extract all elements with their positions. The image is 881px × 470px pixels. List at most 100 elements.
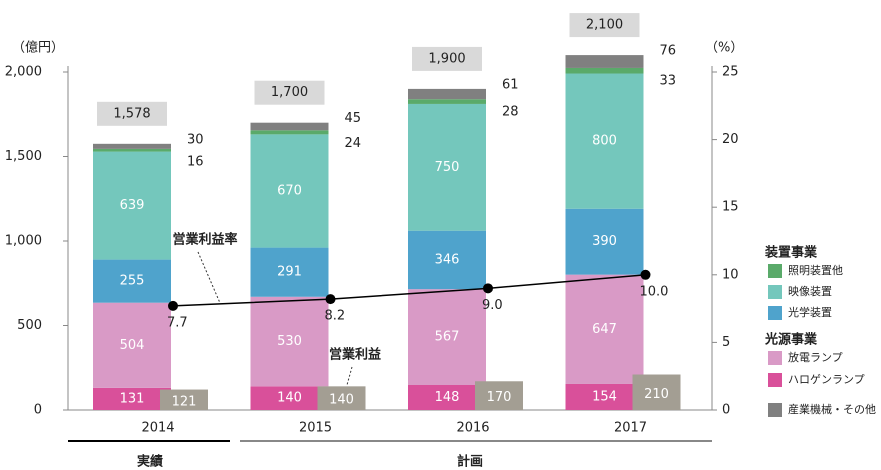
data-label: 24 [345, 136, 362, 151]
total-label: 1,578 [113, 106, 150, 121]
total-box [412, 46, 482, 71]
profit-bar [632, 374, 681, 410]
bar-segment [565, 274, 644, 384]
bar-segment [408, 384, 486, 410]
bar-segment [565, 208, 644, 275]
bar-segment [93, 302, 171, 388]
bar-segment [93, 151, 171, 260]
data-label: 30 [187, 132, 204, 147]
data-label: 800 [592, 134, 617, 149]
bar-segment [565, 67, 644, 74]
y2-tick-label: 10 [722, 267, 739, 282]
total-label: 1,900 [428, 51, 465, 66]
data-label: 7.7 [167, 315, 188, 330]
data-label: 148 [435, 390, 460, 405]
period-label: 計画 [457, 454, 483, 470]
line-point [483, 283, 493, 294]
total-label: 1,700 [271, 85, 308, 100]
y-tick-label: 1,000 [5, 234, 42, 249]
x-tick-label: 2017 [614, 421, 647, 436]
legend-label: 光学装置 [788, 305, 832, 319]
total-box [569, 13, 640, 38]
y-tick-label: 500 [17, 318, 42, 333]
legend-group: 装置事業 [764, 245, 818, 261]
bar-segment [408, 88, 486, 100]
total-box [97, 101, 167, 126]
data-label: 504 [120, 338, 145, 353]
data-label: 140 [277, 391, 302, 406]
line-point [325, 294, 336, 305]
legend-label: 映像装置 [788, 285, 832, 298]
annotation: 営業利益 [329, 347, 381, 363]
bar-segment [408, 103, 486, 231]
data-label: 390 [592, 234, 617, 249]
data-label: 647 [592, 322, 617, 337]
bar-segment [93, 259, 171, 303]
bar-segment [565, 73, 644, 209]
data-label: 131 [120, 391, 145, 406]
profit-bar [160, 389, 208, 410]
data-label: 210 [644, 387, 669, 402]
bar-segment [250, 386, 329, 410]
data-label: 9.0 [482, 298, 503, 313]
y2-tick-label: 20 [722, 132, 739, 147]
x-tick-label: 2015 [299, 421, 332, 436]
profit-bar [475, 381, 523, 410]
bar-segment [408, 230, 486, 290]
line-point [168, 300, 178, 311]
y-tick-label: 0 [34, 403, 42, 418]
leader [197, 251, 221, 304]
bar-segment [250, 134, 329, 248]
y2-axis-label: （%） [705, 41, 743, 56]
data-label: 45 [345, 111, 362, 126]
y-tick-label: 2,000 [5, 65, 42, 80]
legend-group: 光源事業 [764, 332, 818, 348]
legend-label: ハロゲンランプ [788, 373, 865, 386]
legend-swatch [768, 285, 782, 299]
data-label: 530 [277, 334, 302, 349]
data-label: 10.0 [640, 284, 669, 299]
bar-segment [250, 130, 329, 135]
profit-bar [317, 386, 366, 410]
legend-swatch [768, 403, 782, 417]
legend-swatch [768, 306, 782, 320]
y2-tick-label: 0 [722, 403, 730, 418]
data-label: 140 [329, 393, 354, 408]
legend-swatch [768, 351, 782, 365]
leader [346, 366, 353, 386]
y2-tick-label: 5 [722, 335, 730, 350]
y-axis-label: （億円） [12, 40, 64, 56]
data-label: 567 [435, 330, 460, 345]
bar-segment [408, 289, 486, 385]
bar-segment [408, 99, 486, 104]
bar-segment [93, 387, 171, 410]
bar-segment [250, 122, 329, 131]
y-tick-label: 1,500 [5, 149, 42, 164]
data-label: 750 [435, 160, 460, 175]
legend-swatch [768, 264, 782, 278]
data-label: 76 [660, 44, 677, 59]
total-label: 2,100 [586, 18, 623, 33]
period-label: 実績 [137, 454, 163, 470]
line-point [640, 269, 651, 280]
legend-swatch [768, 373, 782, 387]
y2-tick-label: 15 [722, 200, 739, 215]
x-tick-label: 2014 [141, 421, 174, 436]
bar-segment [93, 143, 171, 149]
total-box [254, 80, 325, 105]
data-label: 28 [502, 105, 519, 120]
bar-segment [565, 55, 644, 68]
data-label: 121 [172, 394, 197, 409]
data-label: 639 [120, 198, 145, 213]
x-tick-label: 2016 [456, 421, 489, 436]
data-label: 670 [277, 183, 302, 198]
data-label: 170 [487, 390, 512, 405]
data-label: 255 [120, 274, 145, 289]
legend-label: 照明装置他 [788, 264, 843, 277]
data-label: 346 [435, 252, 460, 267]
bar-segment [250, 247, 329, 297]
data-label: 33 [660, 73, 677, 88]
data-label: 16 [187, 154, 204, 169]
line [172, 274, 646, 307]
